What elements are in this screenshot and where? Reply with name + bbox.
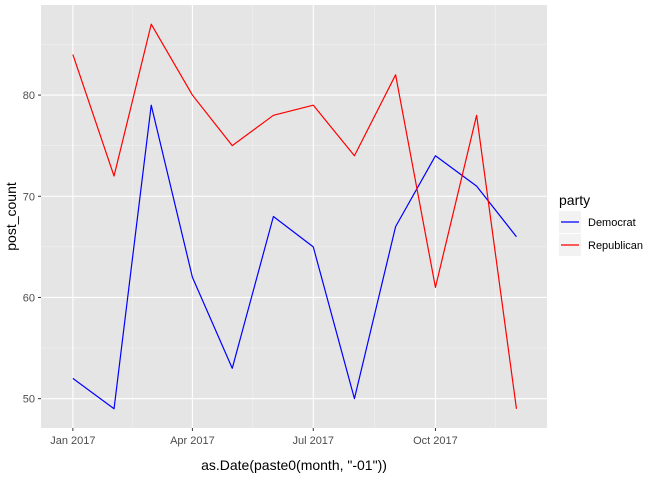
x-tick-label: Oct 2017 bbox=[413, 435, 458, 447]
legend-label-republican: Republican bbox=[588, 240, 643, 252]
y-tick-label: 50 bbox=[23, 394, 35, 406]
series-line-democrat bbox=[72, 104, 517, 410]
x-tick-label: Jan 2017 bbox=[50, 435, 95, 447]
series-line-republican bbox=[72, 23, 518, 409]
x-axis-title: as.Date(paste0(month, "-01")) bbox=[201, 457, 387, 473]
legend-title: party bbox=[559, 192, 590, 208]
minor-gridlines bbox=[41, 5, 547, 428]
legend-label-democrat: Democrat bbox=[588, 217, 636, 229]
major-gridlines bbox=[41, 5, 547, 428]
legend: party Democrat Republican bbox=[559, 192, 643, 256]
x-tick-label: Apr 2017 bbox=[170, 435, 215, 447]
axes: 50 60 70 80 Jan 2017 Apr 2017 Jul 2017 Oct 2017 bbox=[23, 90, 458, 447]
y-tick-label: 70 bbox=[23, 191, 35, 203]
plot-panel bbox=[41, 5, 547, 428]
x-tick-label: Jul 2017 bbox=[292, 435, 334, 447]
y-tick-label: 60 bbox=[23, 292, 35, 304]
series-lines bbox=[72, 23, 518, 410]
y-tick-label: 80 bbox=[23, 90, 35, 102]
y-axis-title: post_count bbox=[3, 182, 19, 251]
